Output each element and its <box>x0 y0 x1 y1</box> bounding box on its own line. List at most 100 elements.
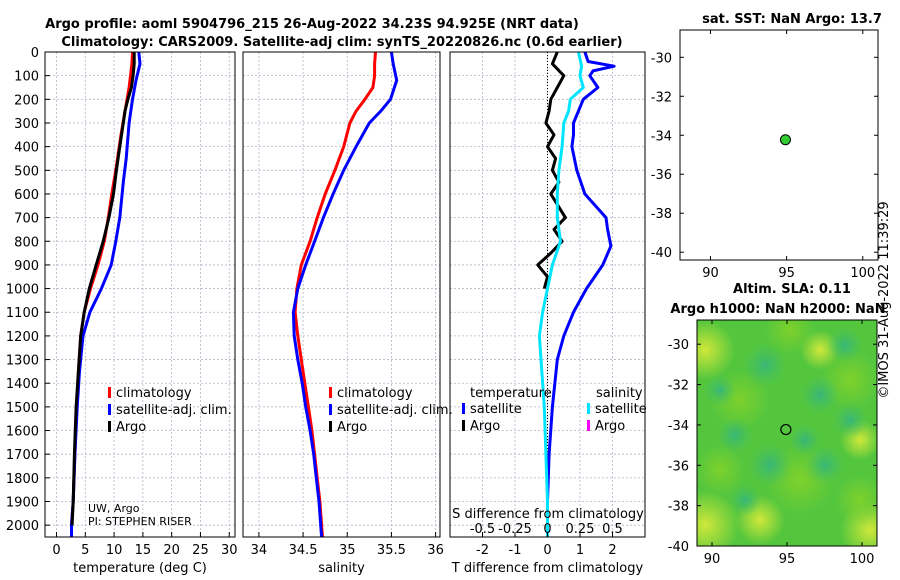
x-tick-label: 36 <box>427 543 444 558</box>
legend-swatch <box>329 421 332 432</box>
legend-label: satellite <box>595 402 647 417</box>
x-tick-label: 100 <box>850 552 875 567</box>
depth-tick-label: 600 <box>14 188 39 203</box>
depth-tick-label: 400 <box>14 141 39 156</box>
y-tick-label: -32 <box>668 379 689 394</box>
depth-tick-label: 1200 <box>6 330 39 345</box>
depth-tick-label: 1900 <box>6 496 39 511</box>
sst-map-title: sat. SST: NaN Argo: 13.7 <box>702 12 882 27</box>
x-tick-label: 2 <box>608 543 616 558</box>
sla-heatmap-field <box>697 320 877 546</box>
top-x-axis-label: S difference from climatology <box>452 507 644 522</box>
y-tick-label: -36 <box>668 459 689 474</box>
heatmap-blob <box>800 375 840 415</box>
axes-frame <box>679 29 879 261</box>
heatmap-blob <box>789 424 821 456</box>
sst-map: sat. SST: NaN Argo: 13.7 90 95 100 -30 -32 -34… <box>651 12 882 281</box>
depth-tick-label: 1000 <box>6 283 39 298</box>
legend-label: satellite-adj. clim. <box>116 403 232 418</box>
series-t-argo <box>536 51 567 289</box>
x-tick-label: 25 <box>192 543 209 558</box>
depth-tick-label: 1500 <box>6 401 39 416</box>
legend-label: Argo <box>470 419 500 434</box>
depth-tick-label: 0 <box>31 46 39 61</box>
heatmap-blob <box>827 327 863 363</box>
x-tick-label: 30 <box>221 543 238 558</box>
depth-tick-label: 700 <box>14 212 39 227</box>
temperature-profile: 0 5 10 15 20 25 30 temperature (deg C) climatolo… <box>44 51 238 576</box>
x-tick-label: 100 <box>850 266 875 281</box>
y-tick-label: -40 <box>651 246 672 261</box>
legend-swatch <box>462 420 465 431</box>
legend-swatch <box>462 403 465 414</box>
axes-frame <box>242 51 441 538</box>
depth-tick-label: 1600 <box>6 425 39 440</box>
depth-tick-label: 900 <box>14 259 39 274</box>
y-tick-label: -34 <box>651 129 672 144</box>
legend-swatch <box>108 387 111 398</box>
top-x-tick-label: 0.5 <box>602 522 623 537</box>
x-tick-label: 35 <box>339 543 356 558</box>
heatmap-blob <box>765 320 815 355</box>
heatmap-blob <box>697 445 745 495</box>
x-tick-label: 1 <box>576 543 584 558</box>
x-tick-label: 34.5 <box>289 543 318 558</box>
legend-swatch <box>587 403 590 414</box>
top-x-tick-label: -0.5 <box>470 522 495 537</box>
legend-label: Argo <box>595 419 625 434</box>
legend-swatch <box>587 420 590 431</box>
pi-note-line2: PI: STEPHEN RISER <box>88 515 192 528</box>
depth-tick-label: 500 <box>14 164 39 179</box>
series-satellite-adj-clim- <box>291 51 399 538</box>
legend-label: satellite <box>470 402 522 417</box>
x-tick-label: 90 <box>702 266 719 281</box>
legend-header-salinity: salinity <box>596 386 643 401</box>
y-tick-label: -30 <box>651 51 672 66</box>
x-tick-label: 90 <box>704 552 721 567</box>
x-tick-label: -2 <box>476 543 489 558</box>
legend-swatch <box>108 404 111 415</box>
series-satellite-adj-clim- <box>70 51 142 537</box>
x-tick-label: 20 <box>163 543 180 558</box>
heatmap-blob <box>697 490 740 546</box>
heatmap-blob <box>717 417 753 453</box>
heatmap-blob <box>835 475 877 525</box>
x-tick-label: 0 <box>52 543 60 558</box>
depth-tick-label: 800 <box>14 235 39 250</box>
figure-title-line2: Climatology: CARS2009. Satellite-adj cli… <box>61 35 622 50</box>
depth-tick-label: 1800 <box>6 472 39 487</box>
legend-label: satellite-adj. clim. <box>337 403 453 418</box>
heatmap-blob <box>743 343 787 387</box>
y-tick-label: -38 <box>651 207 672 222</box>
legend-label: climatology <box>116 386 192 401</box>
x-tick-label: 34 <box>251 543 268 558</box>
x-tick-label: 15 <box>135 543 152 558</box>
heatmap-blob <box>704 374 736 406</box>
depth-tick-label: 2000 <box>6 519 39 534</box>
series-s-satellite <box>537 51 585 537</box>
x-tick-label: 95 <box>778 266 795 281</box>
x-tick-label: 10 <box>106 543 123 558</box>
x-tick-label: 35.5 <box>377 543 406 558</box>
heatmap-blob <box>805 445 845 485</box>
sla-map-title-line1: Altim. SLA: 0.11 <box>733 282 851 297</box>
x-tick-label: 95 <box>779 552 796 567</box>
legend-label: climatology <box>337 386 413 401</box>
legend-swatch <box>108 421 111 432</box>
x-tick-label: -1 <box>509 543 522 558</box>
sla-map: Altim. SLA: 0.11 Argo h1000: NaN h2000: N… <box>668 282 886 567</box>
top-x-tick-label: -0.25 <box>498 522 532 537</box>
y-tick-label: -40 <box>668 540 689 555</box>
series-climatology <box>293 51 377 538</box>
x-axis-label: salinity <box>318 561 365 576</box>
axes-frame <box>696 319 878 547</box>
argo-location-marker <box>779 134 791 146</box>
difference-profile: -2 -1 0 1 2 T difference from climatology temp… <box>449 51 647 576</box>
y-tick-label: -30 <box>668 338 689 353</box>
series-t-satellite <box>546 51 616 537</box>
depth-tick-label: 100 <box>14 70 39 85</box>
depth-tick-label: 1300 <box>6 354 39 369</box>
figure-title-line1: Argo profile: aoml 5904796_215 26-Aug-20… <box>45 17 579 32</box>
depth-tick-label: 200 <box>14 93 39 108</box>
